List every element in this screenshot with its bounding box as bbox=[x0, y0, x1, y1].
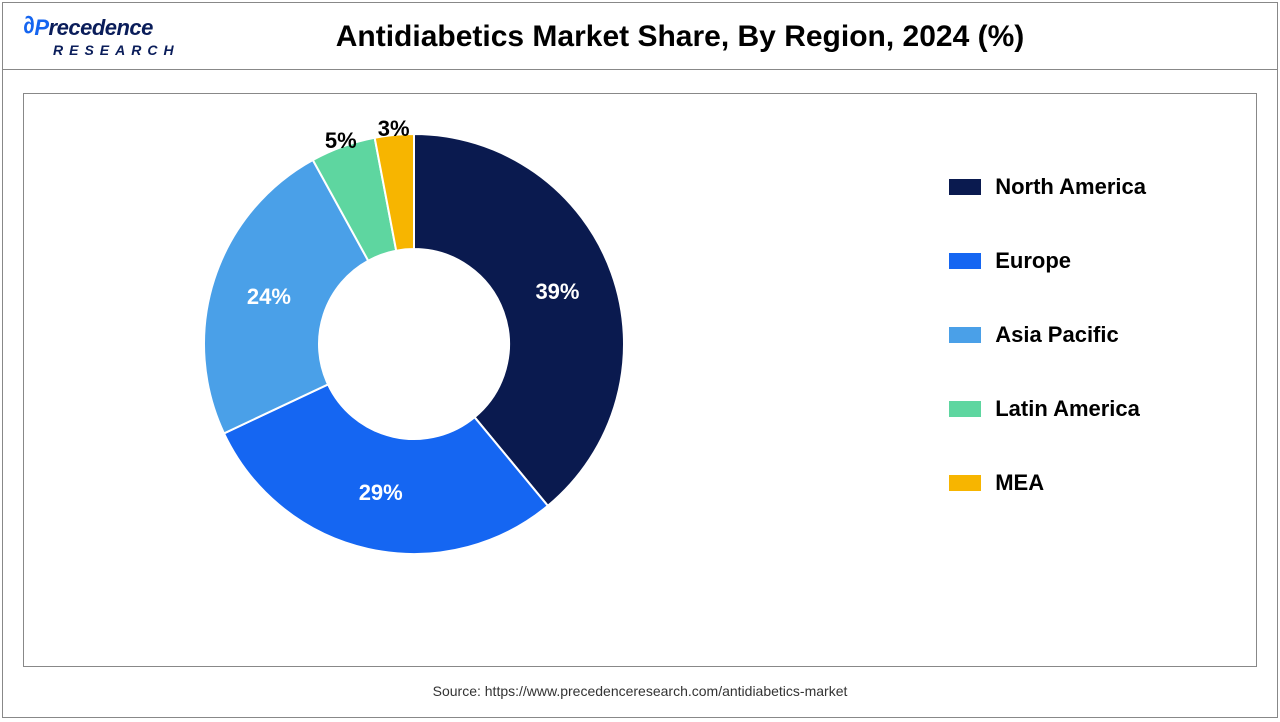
chart-title: Antidiabetics Market Share, By Region, 2… bbox=[203, 20, 1257, 54]
legend-swatch bbox=[949, 475, 981, 491]
slice-label: 5% bbox=[325, 128, 357, 154]
legend: North America Europe Asia Pacific Latin Ame… bbox=[949, 174, 1146, 496]
legend-item: Europe bbox=[949, 248, 1146, 274]
legend-swatch bbox=[949, 179, 981, 195]
brand-logo: ∂Precedence RESEARCH bbox=[23, 13, 203, 61]
chart-area: 39% 29% 24% 5% 3% North America Europe Asia Pa… bbox=[23, 93, 1257, 667]
legend-label: Latin America bbox=[995, 396, 1140, 422]
slice-label: 29% bbox=[359, 480, 403, 506]
slice-label: 39% bbox=[535, 279, 579, 305]
donut-svg bbox=[194, 124, 634, 564]
outer-frame: ∂Precedence RESEARCH Antidiabetics Marke… bbox=[2, 2, 1278, 718]
legend-item: Latin America bbox=[949, 396, 1146, 422]
legend-item: Asia Pacific bbox=[949, 322, 1146, 348]
slice-label: 24% bbox=[247, 284, 291, 310]
logo-main: recedence bbox=[49, 15, 153, 40]
slice-label: 3% bbox=[378, 116, 410, 142]
logo-line-2: RESEARCH bbox=[53, 42, 203, 58]
legend-swatch bbox=[949, 253, 981, 269]
legend-item: MEA bbox=[949, 470, 1146, 496]
legend-item: North America bbox=[949, 174, 1146, 200]
header: ∂Precedence RESEARCH Antidiabetics Marke… bbox=[3, 3, 1277, 70]
legend-swatch bbox=[949, 401, 981, 417]
logo-accent: P bbox=[34, 15, 48, 40]
legend-label: North America bbox=[995, 174, 1146, 200]
legend-label: MEA bbox=[995, 470, 1044, 496]
legend-label: Europe bbox=[995, 248, 1071, 274]
donut-chart: 39%29%24%5%3% bbox=[194, 124, 634, 564]
logo-line-1: ∂Precedence bbox=[23, 16, 203, 40]
source-text: Source: https://www.precedenceresearch.c… bbox=[3, 683, 1277, 699]
legend-label: Asia Pacific bbox=[995, 322, 1119, 348]
legend-swatch bbox=[949, 327, 981, 343]
